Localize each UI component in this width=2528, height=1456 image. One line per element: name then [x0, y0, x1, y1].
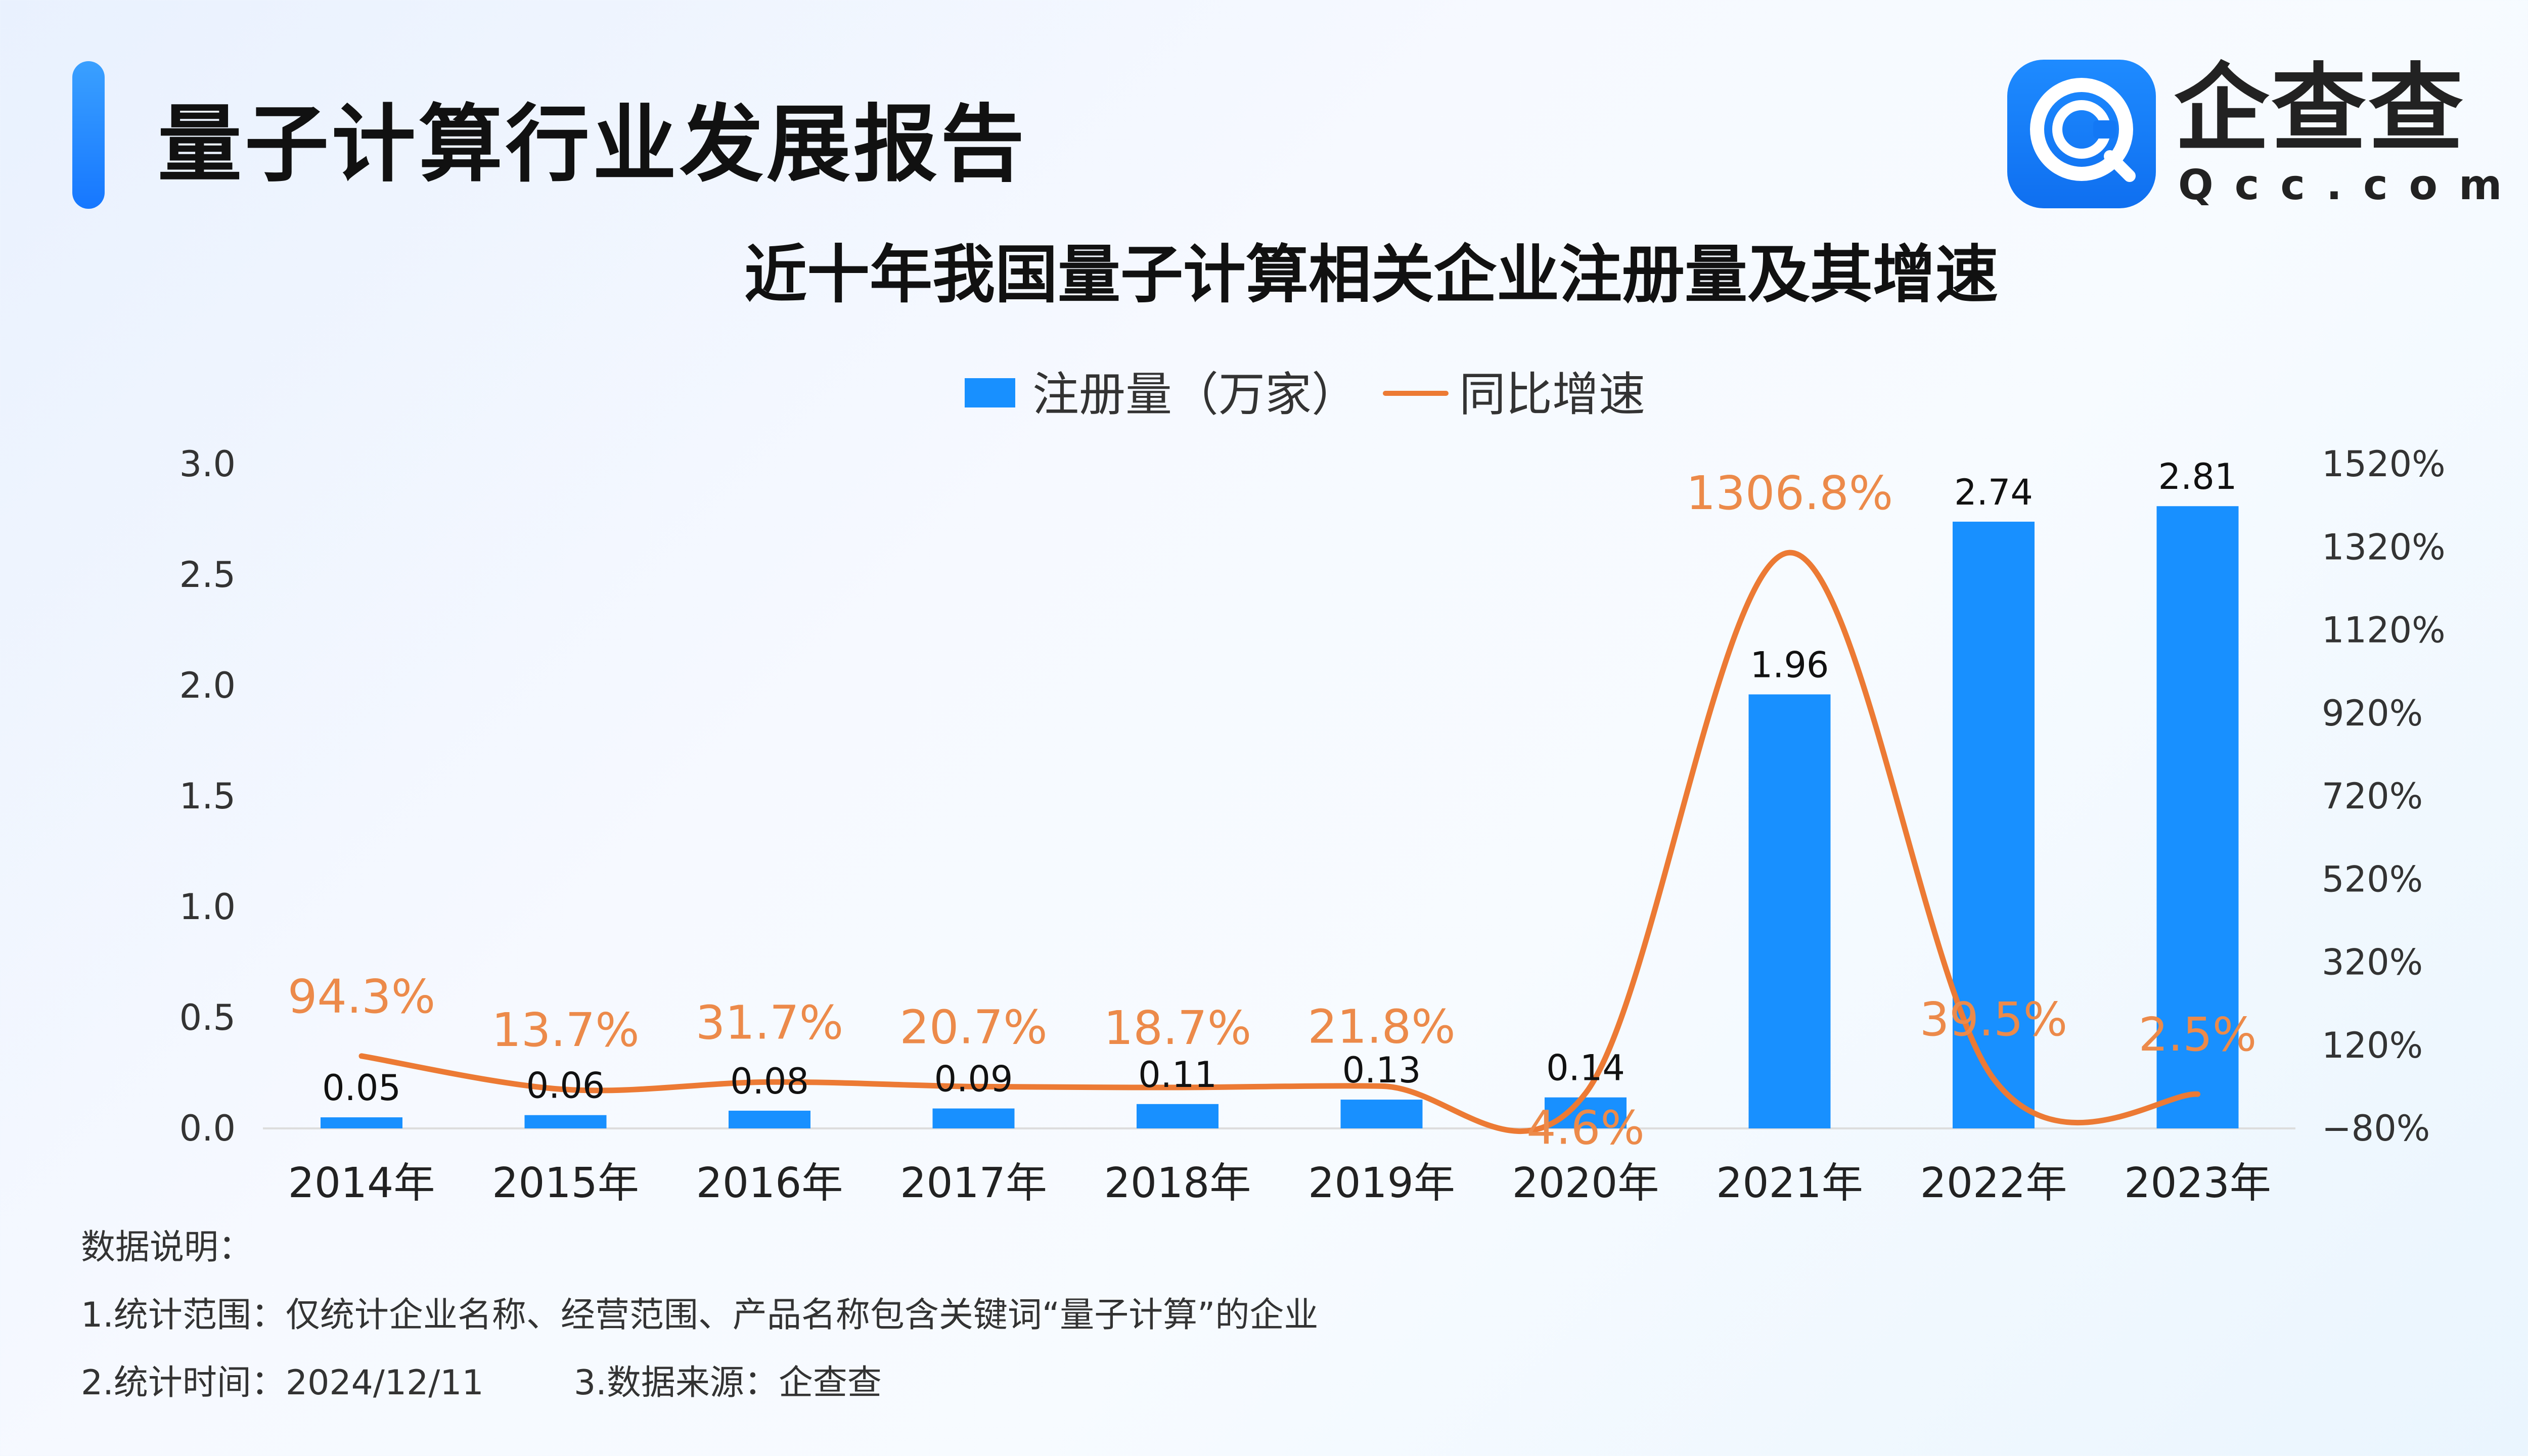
growth-rate-label: 2.5%: [2139, 1008, 2257, 1062]
left-axis-tick-label: 1.0: [179, 886, 236, 928]
chart-legend: 注册量（万家） 同比增速: [965, 368, 1645, 422]
right-axis-tick-label: 920%: [2322, 693, 2423, 734]
x-axis-label: 2021年: [1716, 1159, 1863, 1207]
x-axis-label: 2020年: [1512, 1159, 1659, 1207]
growth-rate-label: 39.5%: [1920, 992, 2067, 1046]
x-axis-label: 2017年: [900, 1159, 1047, 1207]
growth-rate-label: 18.7%: [1104, 1001, 1251, 1055]
bar-value-label: 0.08: [730, 1061, 809, 1102]
bar-2014: [321, 1117, 402, 1128]
left-axis-tick-label: 2.0: [179, 665, 236, 706]
x-axis-label: 2015年: [492, 1159, 639, 1207]
qcc-logo-domain: Qcc.com: [2178, 161, 2523, 209]
bar-value-label: 0.05: [322, 1067, 401, 1109]
left-axis-tick-label: 2.5: [179, 554, 236, 596]
page-title: 量子计算行业发展报告: [158, 96, 1027, 194]
growth-rate-label: 21.8%: [1307, 999, 1455, 1054]
left-axis-tick-label: 1.5: [179, 776, 236, 817]
title-accent-bar: [72, 61, 105, 209]
right-axis-tick-label: 720%: [2322, 776, 2423, 817]
bar-2016: [729, 1110, 810, 1128]
legend-line-label: 同比增速: [1459, 368, 1645, 422]
x-axis-label: 2023年: [2124, 1159, 2271, 1207]
growth-rate-label: 1306.8%: [1686, 466, 1893, 520]
bar-value-label: 0.09: [934, 1059, 1013, 1100]
x-axis-label: 2016年: [696, 1159, 843, 1207]
bar-value-label: 2.81: [2158, 456, 2237, 497]
chart-title: 近十年我国量子计算相关企业注册量及其增速: [744, 239, 1998, 311]
right-y-axis: −80% 120% 320% 520% 720% 920% 1120% 1320% 1520%: [2322, 443, 2446, 1149]
bar-2021: [1748, 694, 1831, 1128]
right-axis-tick-label: 120%: [2322, 1025, 2423, 1066]
left-y-axis: 0.0 0.5 1.0 1.5 2.0 2.5 3.0: [179, 443, 236, 1149]
legend-bar-swatch: [965, 378, 1015, 407]
right-axis-tick-label: 520%: [2322, 858, 2423, 900]
qcc-logo-icon: [2007, 60, 2156, 208]
bar-2018: [1137, 1104, 1218, 1128]
growth-rate-label: 13.7%: [491, 1003, 639, 1057]
bar-2017: [932, 1108, 1015, 1128]
bar-value-label: 0.13: [1342, 1050, 1421, 1091]
note-source: 3.数据来源：企查查: [574, 1363, 882, 1403]
right-axis-tick-label: 1320%: [2322, 526, 2446, 568]
qcc-logo-glyph: [2030, 78, 2136, 182]
x-axis-label: 2018年: [1104, 1159, 1251, 1207]
left-axis-tick-label: 3.0: [179, 443, 236, 485]
bar-value-label: 1.96: [1750, 645, 1829, 686]
bar-2015: [524, 1115, 607, 1128]
left-axis-tick-label: 0.0: [179, 1108, 236, 1149]
growth-rate-label: 94.3%: [288, 970, 435, 1024]
notes-title: 数据说明：: [81, 1227, 253, 1267]
bar-2023: [2156, 506, 2239, 1128]
right-axis-tick-label: 1120%: [2322, 610, 2446, 651]
left-axis-tick-label: 0.5: [179, 997, 236, 1038]
note-scope: 1.统计范围：仅统计企业名称、经营范围、产品名称包含关键词“量子计算”的企业: [81, 1295, 1319, 1335]
growth-labels: 94.3% 13.7% 31.7% 20.7% 18.7% 21.8% 4.6% 1306.8…: [288, 466, 2257, 1155]
bar-value-label: 2.74: [1954, 472, 2033, 513]
x-axis-label: 2019年: [1308, 1159, 1455, 1207]
right-axis-tick-label: 320%: [2322, 942, 2423, 983]
bar-2019: [1340, 1100, 1423, 1128]
bar-value-label: 0.06: [526, 1065, 605, 1107]
growth-line: [358, 550, 2200, 1134]
bar-value-label: 0.11: [1138, 1054, 1217, 1096]
bar-value-labels: 0.05 0.06 0.08 0.09 0.11 0.13 0.14 1.96 2.74 2.81: [322, 456, 2237, 1109]
legend-bar-label: 注册量（万家）: [1032, 368, 1358, 422]
x-axis-labels: 2014年 2015年 2016年 2017年 2018年 2019年 2020年 2021年…: [288, 1159, 2271, 1207]
note-date: 2.统计时间：2024/12/11: [81, 1363, 484, 1403]
bar-value-label: 0.14: [1546, 1048, 1625, 1089]
growth-rate-label: 31.7%: [696, 995, 843, 1050]
growth-rate-label: 4.6%: [1526, 1101, 1645, 1155]
right-axis-tick-label: −80%: [2322, 1108, 2430, 1149]
bar-2020: [1545, 1097, 1627, 1128]
x-axis-label: 2022年: [1920, 1159, 2067, 1207]
x-axis-label: 2014年: [288, 1159, 435, 1207]
right-axis-tick-label: 1520%: [2322, 443, 2446, 485]
qcc-logo-chinese: 企查查: [2174, 54, 2465, 164]
qcc-logo: 企查查 Qcc.com: [2007, 54, 2502, 211]
growth-rate-label: 20.7%: [899, 1000, 1047, 1054]
